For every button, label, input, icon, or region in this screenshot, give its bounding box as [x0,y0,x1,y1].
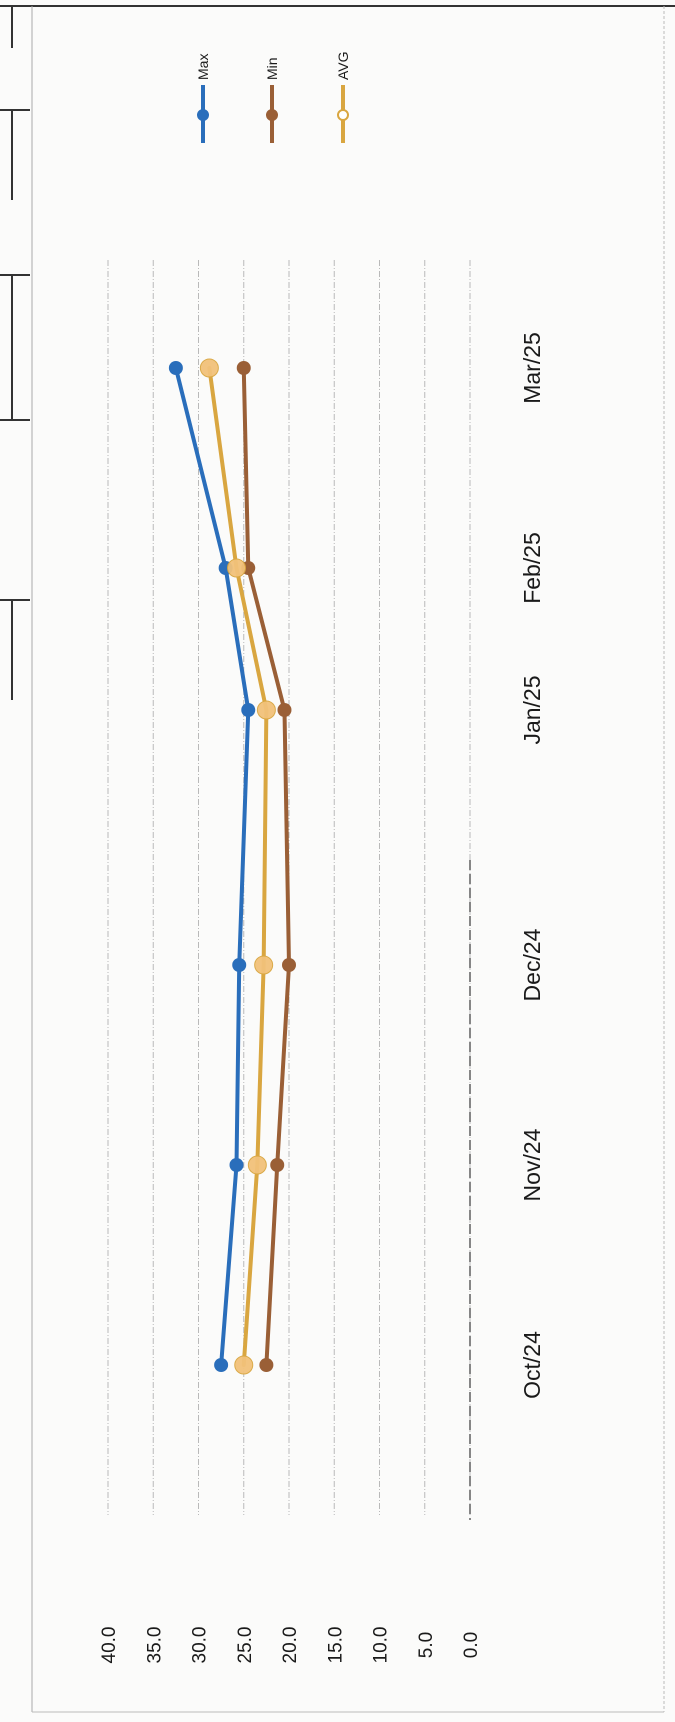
data-point-max [229,1158,244,1172]
legend: Max Min AVG [195,51,351,143]
series-line-avg [207,366,269,1367]
legend-marker-avg [337,109,349,121]
data-point-avg [256,700,276,720]
y-tick-label: 25.0 [235,1627,256,1664]
data-point-min [259,1358,274,1372]
data-point-avg [254,955,274,975]
x-tick-label: Jan/25 [519,675,545,744]
y-tick-label: 40.0 [99,1627,120,1664]
x-tick-labels: Oct/24 Nov/24 Dec/24 Jan/25 Feb/25 Mar/25 [519,332,545,1399]
data-point-max [168,361,183,375]
legend-label-min: Min [264,57,280,80]
y-tick-label: 5.0 [416,1632,437,1658]
y-tick-label: 0.0 [461,1632,482,1658]
x-tick-label: Nov/24 [519,1128,545,1201]
y-tick-label: 15.0 [325,1627,346,1664]
data-point-min [270,1158,285,1172]
y-tick-labels: 0.0 5.0 10.0 15.0 20.0 25.0 30.0 35.0 40.0 [99,1627,482,1664]
y-tick-label: 35.0 [144,1627,165,1664]
y-tick-label: 10.0 [371,1627,392,1664]
data-point-avg [247,1155,267,1175]
data-point-min [277,703,292,717]
data-point-avg [227,558,247,578]
series-line-min [241,366,291,1367]
legend-label-max: Max [195,54,211,80]
data-point-max [232,958,247,972]
series-layer [168,358,296,1375]
legend-marker-min [266,109,278,121]
data-point-avg [234,1355,254,1375]
x-tick-label: Feb/25 [519,532,545,604]
data-point-max [241,703,256,717]
y-tick-label: 30.0 [190,1627,211,1664]
data-point-max [214,1358,229,1372]
x-tick-label: Mar/25 [519,332,545,404]
data-point-min [282,958,296,972]
grid-layer [107,260,471,1520]
legend-marker-max [197,109,209,121]
series-line-max [173,366,251,1367]
y-tick-label: 20.0 [280,1627,301,1664]
data-point-min [236,361,251,375]
legend-label-avg: AVG [335,51,351,80]
data-point-avg [199,358,219,378]
x-tick-label: Oct/24 [519,1331,545,1399]
x-tick-label: Dec/24 [519,928,545,1001]
